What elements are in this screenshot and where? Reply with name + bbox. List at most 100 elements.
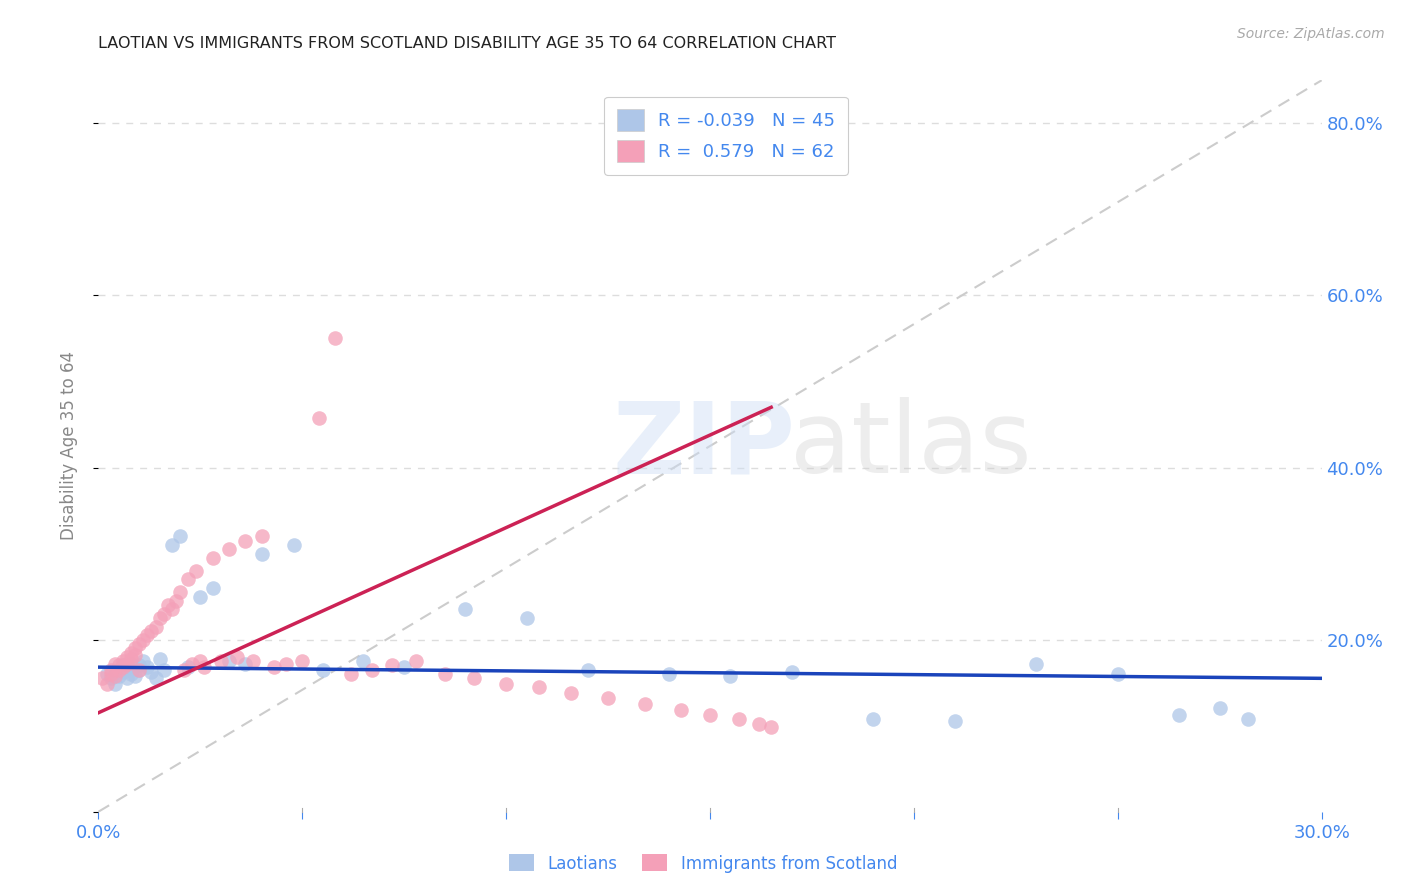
Point [218,654,240,668]
Point [124,641,146,656]
Point [96,667,118,681]
Point [671,703,693,717]
Point [104,677,127,691]
Point [250,547,273,561]
Point [516,611,538,625]
Point [165,594,187,608]
Point [173,663,195,677]
Point [120,667,142,681]
Point [748,717,770,731]
Point [598,691,620,706]
Point [761,720,783,734]
Point [576,663,599,677]
Point [111,658,134,673]
Point [263,660,285,674]
Point [111,654,134,668]
Point [312,663,335,677]
Point [177,573,200,587]
Point [186,564,208,578]
Point [209,654,232,668]
Point [308,410,330,425]
Point [108,658,131,673]
Point [111,660,134,674]
Point [274,657,297,671]
Point [291,654,314,668]
Point [91,671,114,685]
Text: atlas: atlas [790,398,1031,494]
Point [634,697,657,711]
Point [434,667,457,681]
Point [115,660,138,674]
Point [780,665,803,680]
Point [136,628,159,642]
Point [108,663,131,677]
Point [201,581,224,595]
Point [115,671,138,685]
Point [226,649,249,664]
Point [169,585,191,599]
Point [149,651,172,665]
Point [527,680,550,694]
Point [141,665,163,680]
Point [454,602,477,616]
Point [100,663,122,677]
Point [699,708,721,723]
Point [108,669,131,683]
Text: LAOTIAN VS IMMIGRANTS FROM SCOTLAND DISABILITY AGE 35 TO 64 CORRELATION CHART: LAOTIAN VS IMMIGRANTS FROM SCOTLAND DISA… [98,36,837,51]
Point [136,660,159,674]
Point [1025,657,1047,671]
Point [96,677,118,691]
Point [169,529,191,543]
Point [145,671,167,685]
Point [124,648,146,662]
Point [145,620,167,634]
Point [108,663,131,677]
Legend: R = -0.039   N = 45, R =  0.579   N = 62: R = -0.039 N = 45, R = 0.579 N = 62 [605,96,848,175]
Point [323,331,346,345]
Point [149,611,172,625]
Point [233,657,256,671]
Point [111,665,134,680]
Point [115,649,138,664]
Point [340,667,363,681]
Point [160,602,183,616]
Point [120,657,142,671]
Point [104,669,127,683]
Point [718,669,742,683]
Point [128,663,150,677]
Text: Source: ZipAtlas.com: Source: ZipAtlas.com [1237,27,1385,41]
Point [120,651,142,665]
Point [727,712,749,726]
Point [193,660,215,674]
Point [128,663,150,677]
Point [1167,708,1189,723]
Point [104,657,127,671]
Point [392,660,416,674]
Point [283,538,305,552]
Point [233,533,256,548]
Point [658,667,681,681]
Point [242,654,264,668]
Point [100,667,122,681]
Point [124,669,146,683]
Point [188,654,212,668]
Point [100,671,122,685]
Point [152,663,174,677]
Point [132,654,155,668]
Point [128,658,150,673]
Point [943,714,966,729]
Point [181,657,204,671]
Point [160,538,183,552]
Point [188,590,212,604]
Text: ZIP: ZIP [612,398,794,494]
Point [250,529,273,543]
Point [405,654,427,668]
Point [1237,712,1260,726]
Point [381,658,404,673]
Point [115,657,138,671]
Point [495,677,517,691]
Point [177,660,200,674]
Point [132,632,155,647]
Point [141,624,163,638]
Legend: Laotians, Immigrants from Scotland: Laotians, Immigrants from Scotland [502,847,904,880]
